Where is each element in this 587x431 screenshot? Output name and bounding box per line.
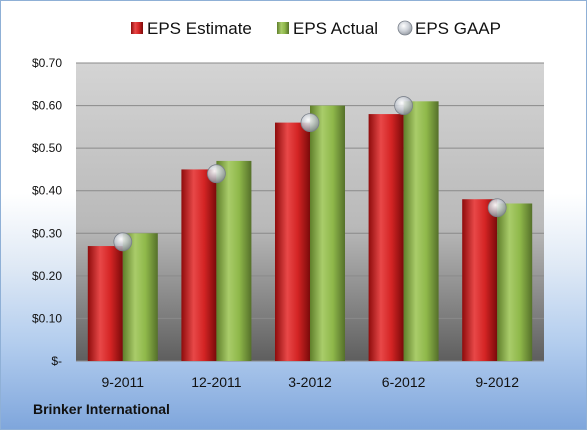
marker-eps-gaap [487, 198, 507, 218]
bar-eps-actual [497, 203, 533, 361]
marker-eps-gaap [113, 232, 133, 252]
bar-eps-estimate [87, 246, 123, 361]
legend-label: EPS Actual [293, 19, 378, 38]
bar-eps-actual [403, 101, 439, 362]
bar-eps-estimate [275, 122, 310, 361]
legend-label: EPS GAAP [415, 19, 501, 38]
gaap-markers [113, 96, 507, 252]
y-tick-label: $0.20 [32, 269, 62, 283]
y-tick-label: $0.70 [32, 56, 62, 70]
x-tick-label: 6-2012 [382, 374, 426, 390]
marker-eps-gaap [394, 96, 414, 115]
y-tick-label: $0.10 [32, 311, 62, 325]
company-name: Brinker International [33, 401, 170, 417]
x-tick-label: 9-2011 [102, 374, 145, 390]
bars [87, 101, 533, 362]
bar-eps-estimate [368, 114, 404, 361]
marker-eps-gaap [206, 164, 226, 184]
y-tick-label: $0.60 [32, 99, 62, 113]
bar-eps-estimate [462, 199, 498, 361]
y-axis-ticks: $- $0.10 $0.20 $0.30 $0.40 $0.50 $0.60 $0.70 [32, 56, 62, 368]
y-tick-label: $0.50 [32, 141, 62, 155]
x-tick-label: 12-2011 [191, 374, 242, 390]
legend-swatch-eps-gaap [397, 20, 413, 36]
y-tick-label: $0.30 [32, 226, 62, 240]
bar-eps-estimate [181, 169, 217, 361]
bar-eps-actual [310, 105, 345, 361]
bar-eps-actual [122, 233, 158, 361]
y-tick-label: $- [51, 354, 62, 368]
marker-eps-gaap [300, 113, 320, 132]
x-tick-label: 3-2012 [288, 374, 332, 390]
bar-eps-actual [216, 160, 252, 361]
x-axis-ticks: 9-2011 12-2011 3-2012 6-2012 9-2012 [102, 374, 520, 390]
x-tick-label: 9-2012 [475, 374, 519, 390]
legend-swatch-eps-actual [277, 22, 289, 34]
y-tick-label: $0.40 [32, 184, 62, 198]
legend-swatch-eps-estimate [131, 22, 143, 34]
chart-legend: EPS Estimate EPS Actual EPS GAAP [131, 19, 501, 38]
legend-label: EPS Estimate [147, 19, 252, 38]
